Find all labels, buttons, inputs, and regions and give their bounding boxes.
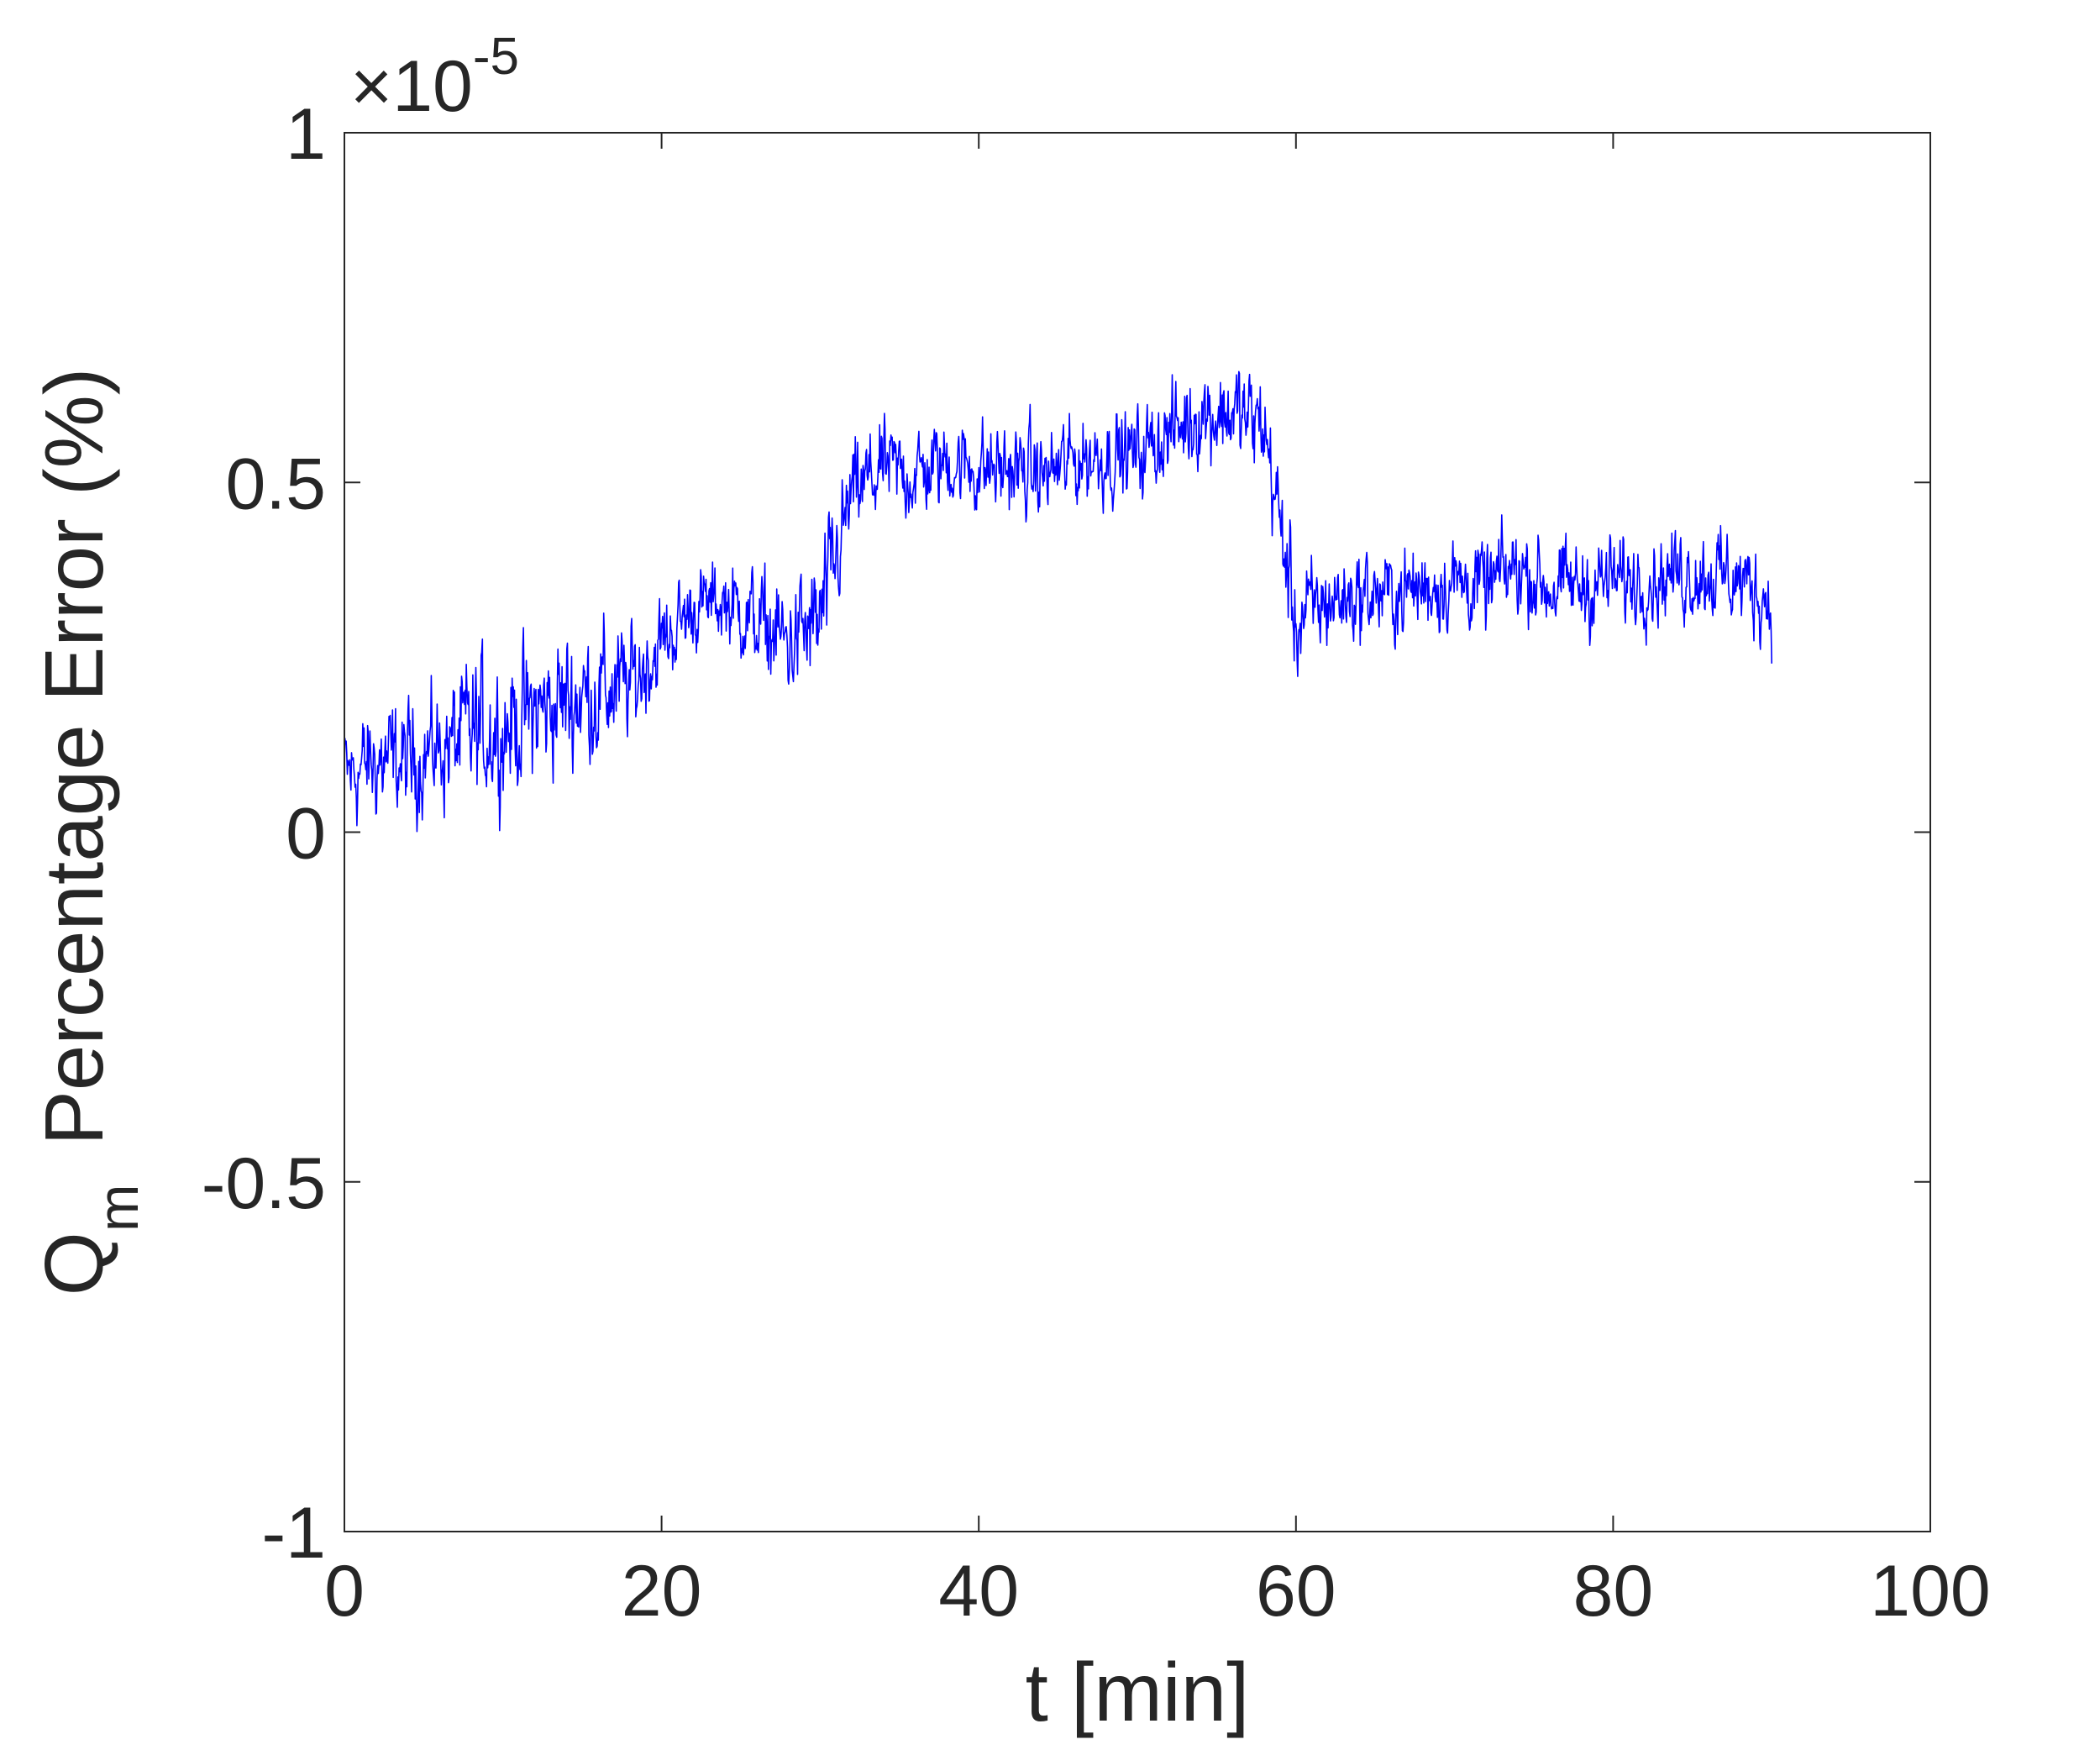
y-axis-label-subscript: m xyxy=(87,1185,150,1232)
exponent-label: ×10-5 xyxy=(350,28,519,127)
plot-area xyxy=(344,370,1772,833)
y-axis-label: Qm Percentage Error (%) xyxy=(28,368,150,1296)
y-tick-label: -1 xyxy=(262,1493,326,1574)
x-tick-label: 0 xyxy=(324,1551,365,1632)
x-tick-label: 60 xyxy=(1256,1551,1336,1632)
y-tick-label: -0.5 xyxy=(202,1143,326,1224)
x-axis-label: t [min] xyxy=(1026,1646,1250,1738)
axes-box xyxy=(344,132,1931,1532)
exponent-power: -5 xyxy=(473,28,519,86)
x-tick-label: 80 xyxy=(1573,1551,1654,1632)
y-axis-label-rest: Percentage Error (%) xyxy=(28,368,120,1146)
tick-labels: 0 20 40 60 80 100 -1 -0.5 0 0.5 1 xyxy=(202,94,1991,1632)
exponent-base: ×10 xyxy=(350,46,473,127)
y-tick-label: 0 xyxy=(286,794,326,875)
y-tick-label: 0.5 xyxy=(225,444,326,524)
y-tick-label: 1 xyxy=(286,94,326,175)
axis-ticks xyxy=(344,132,1931,1532)
x-tick-label: 20 xyxy=(622,1551,702,1632)
x-tick-label: 100 xyxy=(1870,1551,1991,1632)
series-line xyxy=(344,370,1772,833)
y-axis-label-q: Q xyxy=(28,1232,120,1295)
x-tick-label: 40 xyxy=(938,1551,1019,1632)
